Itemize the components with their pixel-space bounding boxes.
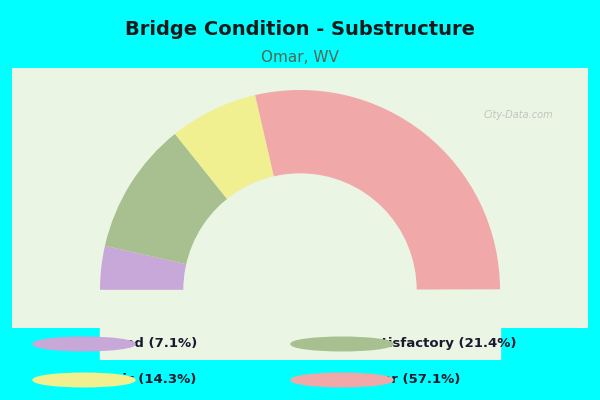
Circle shape <box>33 337 135 351</box>
Circle shape <box>33 373 135 387</box>
Circle shape <box>291 337 393 351</box>
Bar <box>100 290 500 360</box>
Wedge shape <box>255 90 500 290</box>
Text: Poor (57.1%): Poor (57.1%) <box>363 374 460 386</box>
Circle shape <box>184 174 416 400</box>
Text: City-Data.com: City-Data.com <box>484 110 554 120</box>
Wedge shape <box>175 95 274 200</box>
Wedge shape <box>105 134 227 264</box>
Wedge shape <box>100 246 187 290</box>
Text: Omar, WV: Omar, WV <box>261 50 339 65</box>
Text: Good (7.1%): Good (7.1%) <box>105 338 197 350</box>
Text: Fair (14.3%): Fair (14.3%) <box>105 374 196 386</box>
Circle shape <box>291 373 393 387</box>
Text: Bridge Condition - Substructure: Bridge Condition - Substructure <box>125 20 475 39</box>
FancyBboxPatch shape <box>12 68 588 328</box>
Text: Satisfactory (21.4%): Satisfactory (21.4%) <box>363 338 517 350</box>
